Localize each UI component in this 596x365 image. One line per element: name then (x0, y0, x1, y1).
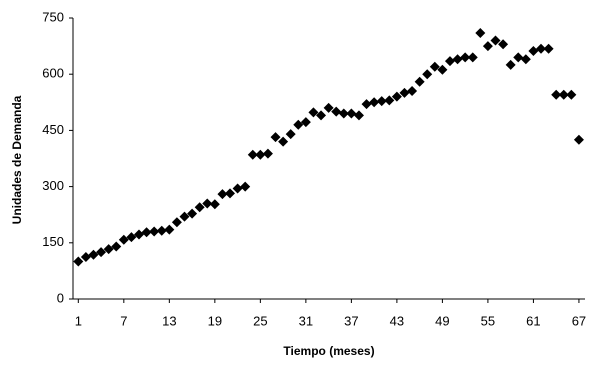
point (217, 189, 228, 200)
point (498, 39, 509, 50)
y-axis-title: Unidades de Demanda (10, 95, 24, 224)
x-tick-label: 55 (481, 313, 495, 328)
point (536, 43, 547, 54)
point (475, 27, 486, 38)
y-tick-label: 300 (42, 178, 64, 193)
x-axis-title: Tiempo (meses) (283, 344, 374, 358)
point (422, 69, 433, 80)
point (73, 256, 84, 267)
point (437, 64, 448, 75)
point (194, 202, 205, 213)
point (331, 106, 342, 117)
point (80, 252, 91, 263)
point (361, 99, 372, 110)
point (300, 117, 311, 128)
point (369, 97, 380, 108)
point (346, 108, 357, 119)
point (285, 129, 296, 140)
point (149, 226, 160, 237)
y-tick-label: 150 (42, 234, 64, 249)
point (141, 227, 152, 238)
point (520, 54, 531, 65)
x-tick-label: 25 (253, 313, 267, 328)
point (111, 241, 122, 252)
point (566, 89, 577, 100)
point (118, 234, 129, 245)
point (505, 59, 516, 70)
point (551, 89, 562, 100)
point (270, 132, 281, 143)
point (528, 45, 539, 56)
y-tick-label: 0 (57, 290, 64, 305)
point (338, 108, 349, 119)
point (240, 181, 251, 192)
point (179, 211, 190, 222)
point (558, 89, 569, 100)
x-tick-label: 67 (572, 313, 586, 328)
point (353, 110, 364, 121)
point (429, 61, 440, 72)
point (126, 232, 137, 243)
point (202, 198, 213, 209)
point (262, 148, 273, 159)
x-tick-label: 13 (162, 313, 176, 328)
y-tick-label: 750 (42, 9, 64, 24)
x-tick-label: 61 (526, 313, 540, 328)
point (225, 188, 236, 199)
point (187, 208, 198, 219)
point (444, 56, 455, 67)
point (482, 41, 493, 52)
x-tick-label: 43 (390, 313, 404, 328)
point (171, 217, 182, 228)
point (103, 244, 114, 255)
point (247, 149, 258, 160)
x-tick-label: 19 (208, 313, 222, 328)
point (232, 183, 243, 194)
point (156, 225, 167, 236)
point (164, 224, 175, 235)
point (573, 134, 584, 145)
x-tick-label: 49 (435, 313, 449, 328)
point (399, 87, 410, 98)
point (209, 199, 220, 210)
point (88, 249, 99, 260)
point (543, 43, 554, 54)
point (376, 96, 387, 107)
point (96, 247, 107, 258)
point (308, 107, 319, 118)
point (452, 54, 463, 65)
point (391, 91, 402, 102)
point (323, 102, 334, 113)
point (316, 110, 327, 121)
point (133, 229, 144, 240)
x-tick-label: 37 (344, 313, 358, 328)
y-tick-label: 600 (42, 66, 64, 81)
y-tick-label: 450 (42, 122, 64, 137)
x-tick-label: 7 (120, 313, 127, 328)
x-tick-label: 31 (299, 313, 313, 328)
point (293, 119, 304, 130)
point (278, 136, 289, 147)
x-tick-label: 1 (75, 313, 82, 328)
point (407, 86, 418, 97)
point (460, 52, 471, 63)
point (414, 76, 425, 87)
point (255, 149, 266, 160)
point (513, 52, 524, 63)
point (490, 35, 501, 46)
point (384, 95, 395, 106)
point (467, 52, 478, 63)
